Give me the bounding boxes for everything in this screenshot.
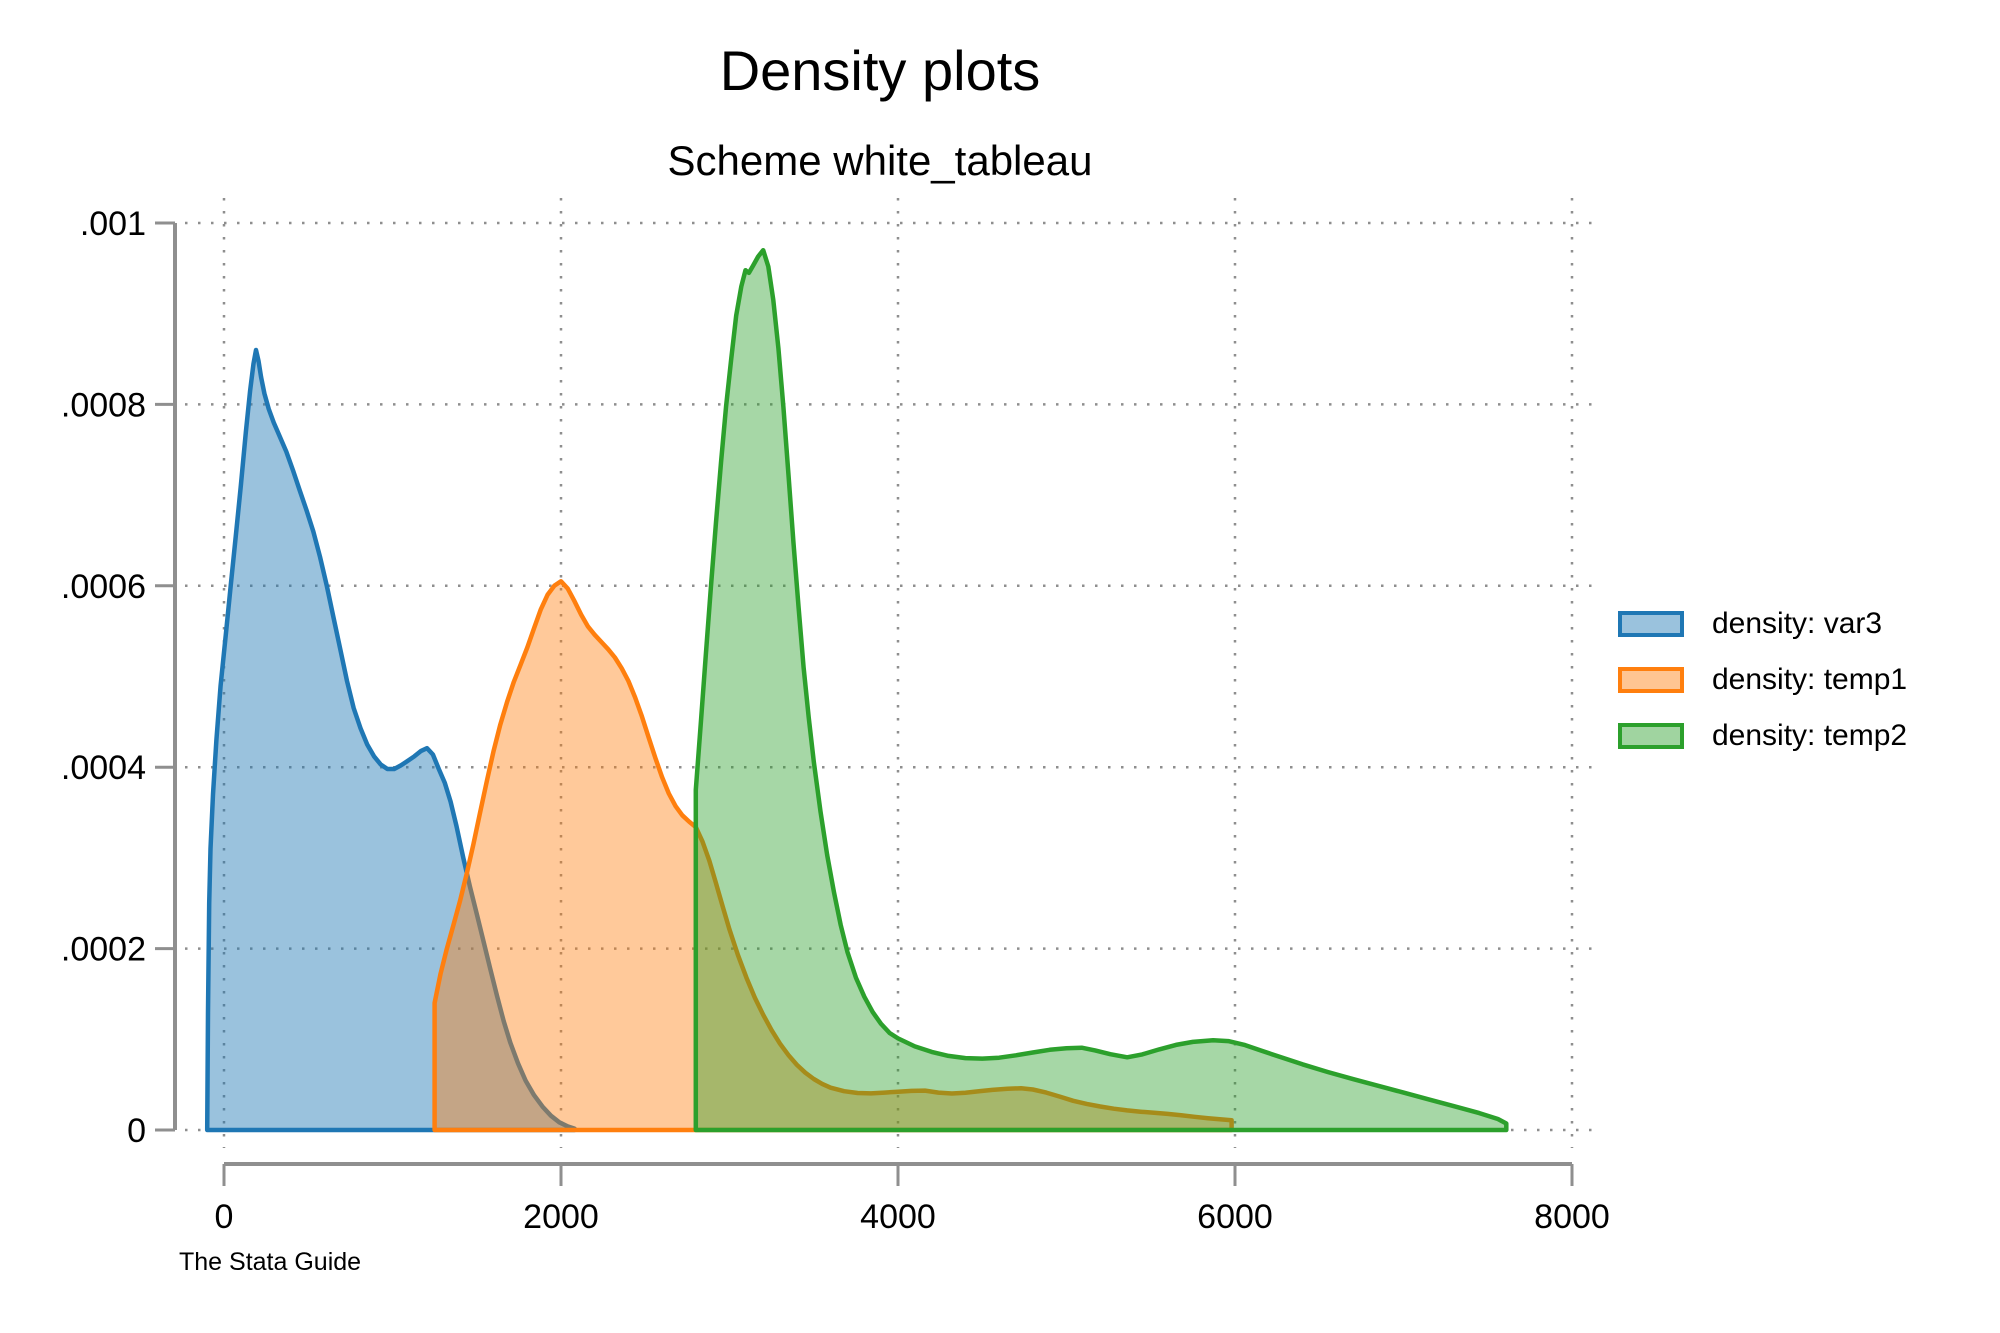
legend-item-temp1: density: temp1 [1618,652,1978,708]
x-tick-label: 4000 [860,1198,936,1236]
chart-subtitle: Scheme white_tableau [667,137,1093,184]
legend-item-var3: density: var3 [1618,596,1978,652]
x-tick-label: 8000 [1534,1198,1610,1236]
chart-title: Density plots [719,39,1041,102]
y-tick-label: .0002 [61,931,146,969]
y-tick-label: .001 [80,205,146,243]
y-tick-label: .0008 [61,386,146,424]
legend-label-temp1: density: temp1 [1712,663,1908,696]
legend-swatch-temp2 [1618,723,1684,749]
x-tick-label: 6000 [1197,1198,1273,1236]
y-tick-label: .0004 [61,749,146,787]
legend: density: var3 density: temp1 density: te… [1618,596,1978,764]
x-tick-label: 2000 [523,1198,599,1236]
y-tick-label: 0 [127,1112,146,1150]
legend-label-var3: density: var3 [1712,607,1883,640]
legend-swatch-temp1 [1618,667,1684,693]
density-curve-3 [693,247,1509,1133]
legend-item-temp2: density: temp2 [1618,708,1978,764]
legend-swatch-var3 [1618,611,1684,637]
density-curve-1 [204,347,577,1133]
watermark-text: The Stata Guide [179,1248,362,1276]
y-tick-label: .0006 [61,568,146,606]
legend-label-temp2: density: temp2 [1712,719,1908,752]
density-curve-2 [432,579,1234,1133]
x-tick-label: 0 [215,1198,234,1236]
